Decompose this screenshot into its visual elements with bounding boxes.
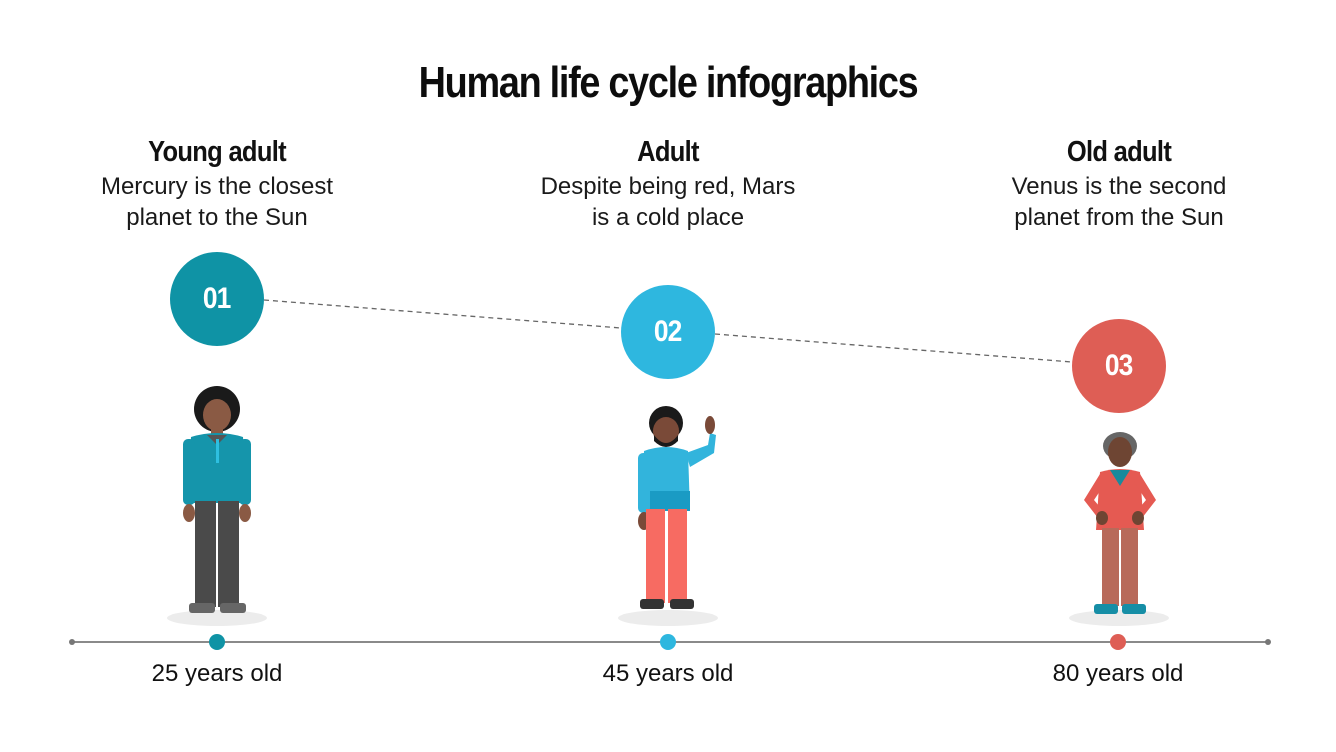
stage-title: Old adult <box>1066 136 1172 168</box>
age-label: 25 years old <box>151 660 283 687</box>
page-title: Human life cycle infographics <box>418 58 919 107</box>
age-label: 45 years old <box>602 660 734 687</box>
timeline-start <box>69 639 75 645</box>
stage-young-adult-text: Young adult Mercury is the closest planet… <box>57 136 377 233</box>
adult-waving-person-icon <box>638 406 716 609</box>
old-adult-person-icon <box>1084 432 1156 614</box>
young-adult-person-icon <box>183 386 251 613</box>
stage-desc-line: planet from the Sun <box>1014 204 1224 231</box>
stage-adult-text: Adult Despite being red, Mars is a cold p… <box>508 136 828 233</box>
timeline-dot <box>1110 634 1126 650</box>
stage-number-circle: 01 <box>170 252 264 346</box>
timeline-end <box>1265 639 1271 645</box>
stage-desc-line: Mercury is the closest <box>100 173 334 200</box>
stage-title: Adult <box>637 136 699 168</box>
stage-number-circle: 02 <box>621 285 715 379</box>
figure-shadow <box>167 610 267 626</box>
timeline-dot <box>209 634 225 650</box>
stage-desc-line: is a cold place <box>591 204 745 231</box>
timeline-dot <box>660 634 676 650</box>
stage-title: Young adult <box>148 136 286 168</box>
stage-number-circle: 03 <box>1072 319 1166 413</box>
stage-old-adult-text: Old adult Venus is the second planet from… <box>959 136 1279 233</box>
stage-desc-line: Despite being red, Mars <box>540 173 796 200</box>
figure-shadow <box>618 610 718 626</box>
stage-desc-line: Venus is the second <box>1011 173 1227 200</box>
figure-shadow <box>1069 610 1169 626</box>
age-label: 80 years old <box>1052 660 1184 687</box>
stage-desc-line: planet to the Sun <box>126 204 308 231</box>
